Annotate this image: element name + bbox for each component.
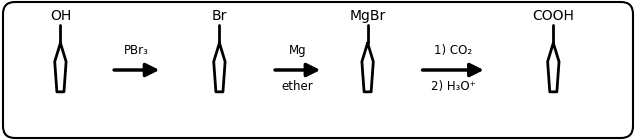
Text: Br: Br — [212, 9, 227, 23]
Text: 1) CO₂: 1) CO₂ — [434, 44, 472, 57]
Text: ether: ether — [282, 80, 314, 93]
Text: PBr₃: PBr₃ — [124, 44, 149, 57]
Text: Mg: Mg — [289, 44, 307, 57]
Text: COOH: COOH — [532, 9, 574, 23]
Text: OH: OH — [50, 9, 71, 23]
FancyBboxPatch shape — [3, 2, 633, 138]
Text: MgBr: MgBr — [350, 9, 385, 23]
Text: 2) H₃O⁺: 2) H₃O⁺ — [431, 80, 476, 93]
